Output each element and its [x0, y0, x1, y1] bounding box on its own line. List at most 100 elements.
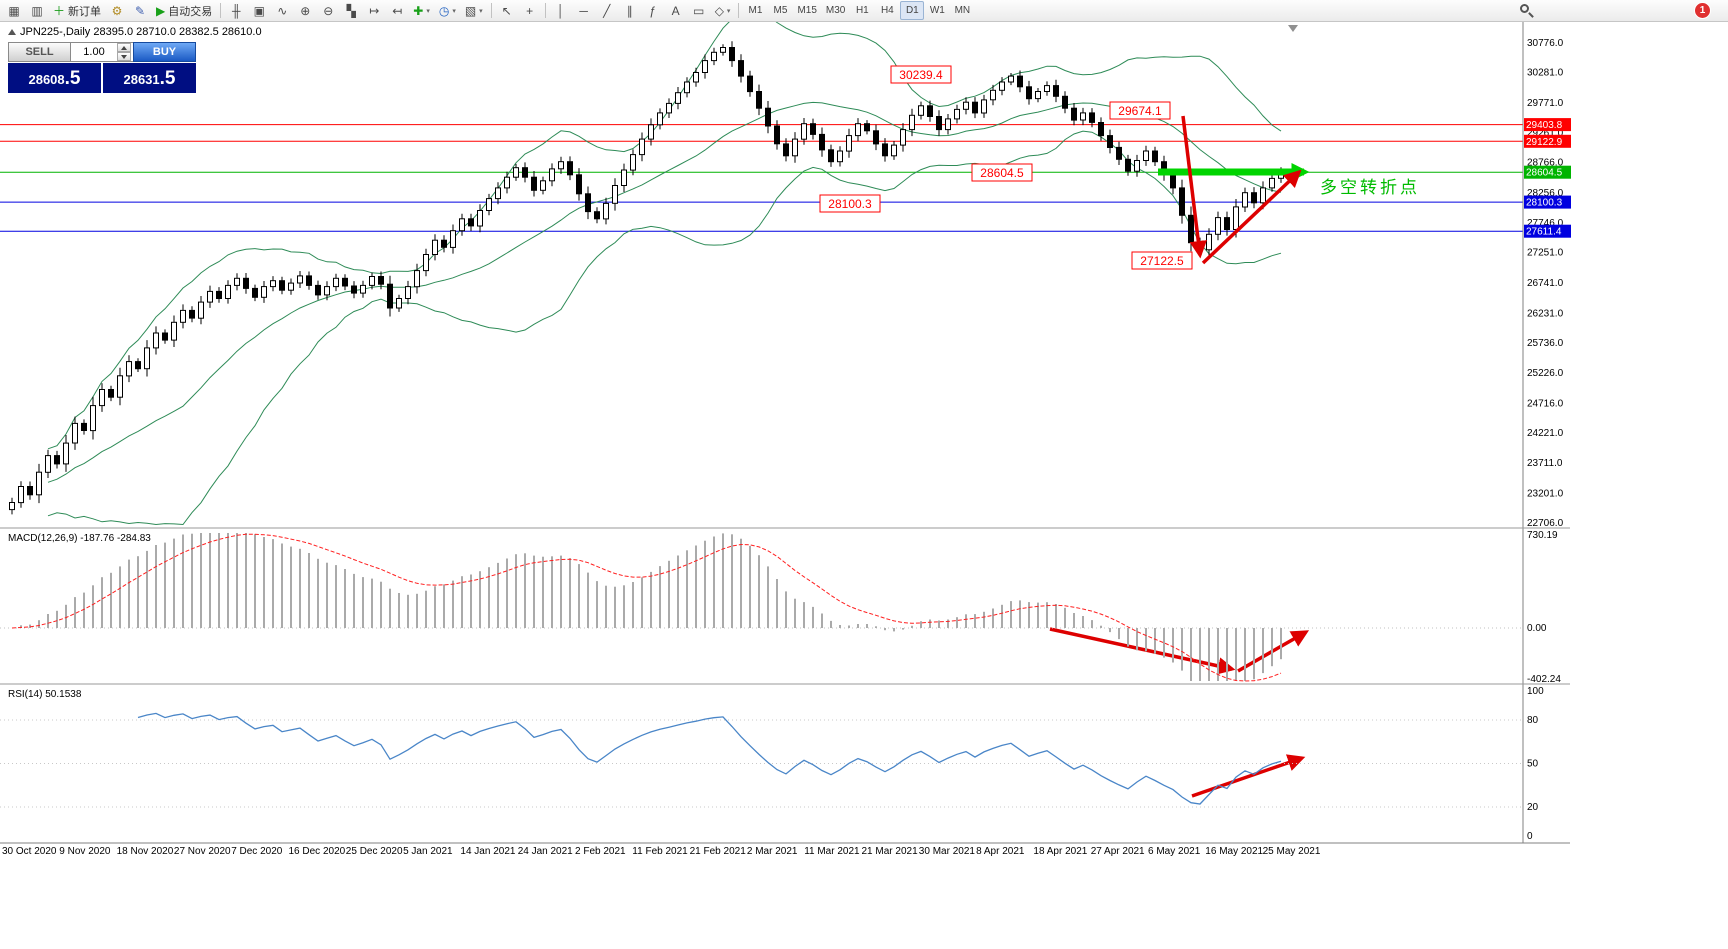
svg-text:27251.0: 27251.0	[1527, 248, 1564, 259]
volume-spin-buttons	[117, 43, 131, 61]
volume-down-button[interactable]	[117, 52, 131, 61]
toolbar-separator	[490, 3, 492, 18]
template-icon: ▧	[464, 3, 477, 18]
horizontal-line-icon: ─	[579, 3, 588, 18]
crosshair-icon: +	[526, 3, 534, 18]
svg-text:11 Feb 2021: 11 Feb 2021	[632, 846, 688, 857]
auto-scroll-button[interactable]: ↦	[363, 1, 385, 20]
svg-text:6 May 2021: 6 May 2021	[1148, 846, 1201, 857]
horizontal-line-button[interactable]: ─	[573, 1, 595, 20]
svg-text:30281.0: 30281.0	[1527, 67, 1564, 78]
zoom-in-icon: ⊕	[300, 3, 311, 18]
cursor-button[interactable]: ↖	[496, 1, 518, 20]
svg-text:5 Jan 2021: 5 Jan 2021	[403, 846, 453, 857]
indicators-button[interactable]: ✚ ▾	[409, 1, 434, 20]
svg-text:25 May 2021: 25 May 2021	[1263, 846, 1321, 857]
svg-text:730.19: 730.19	[1527, 530, 1558, 541]
one-click-trading-panel: SELL BUY 28608.5 28631.5	[8, 42, 196, 93]
new-chart-button[interactable]: ▦	[3, 1, 25, 20]
fibonacci-button[interactable]: ƒ	[642, 1, 664, 20]
zoom-in-button[interactable]: ⊕	[294, 1, 316, 20]
svg-text:25 Dec 2020: 25 Dec 2020	[346, 846, 403, 857]
chart-shift-button[interactable]: ↤	[386, 1, 408, 20]
new-order-button-label: 新订单	[68, 5, 102, 18]
timeframe-m1-button[interactable]: M1	[743, 1, 767, 20]
timeframe-mn-button[interactable]: MN	[950, 1, 974, 20]
svg-text:24 Jan 2021: 24 Jan 2021	[518, 846, 573, 857]
new-order-button[interactable]: ＋新订单	[49, 1, 105, 20]
svg-text:18 Nov 2020: 18 Nov 2020	[117, 846, 174, 857]
profiles-button[interactable]: ▥	[26, 1, 48, 20]
dropdown-caret-icon: ▾	[452, 7, 456, 15]
svg-text:23201.0: 23201.0	[1527, 489, 1564, 500]
bar-chart-button[interactable]: ╫	[225, 1, 247, 20]
trendline-icon: ╱	[603, 3, 611, 18]
buy-button[interactable]: BUY	[133, 42, 196, 62]
indicators-plus-icon: ✚	[413, 3, 424, 18]
volume-up-button[interactable]	[117, 43, 131, 52]
svg-text:11 Mar 2021: 11 Mar 2021	[804, 846, 860, 857]
channel-icon: ∥	[626, 3, 633, 18]
tile-windows-button[interactable]: ▚	[340, 1, 362, 20]
templates-button[interactable]: ▧ ▾	[461, 1, 487, 20]
svg-text:28100.3: 28100.3	[1526, 198, 1563, 209]
auto-trading-button[interactable]: ▶ 自动交易	[152, 1, 216, 20]
candlestick-chart-button[interactable]: ▣	[248, 1, 270, 20]
timeframe-d1-button[interactable]: D1	[900, 1, 925, 20]
label-button[interactable]: ▭	[688, 1, 710, 20]
periods-button[interactable]: ◷ ▾	[435, 1, 460, 20]
svg-text:80: 80	[1527, 715, 1539, 726]
svg-text:29122.9: 29122.9	[1526, 137, 1563, 148]
channel-button[interactable]: ∥	[619, 1, 641, 20]
timeframe-m5-button[interactable]: M5	[768, 1, 792, 20]
svg-text:24221.0: 24221.0	[1527, 428, 1564, 439]
svg-text:9 Nov 2020: 9 Nov 2020	[59, 846, 111, 857]
expert-advisors-button[interactable]: ⚙	[106, 1, 128, 20]
svg-text:0.00: 0.00	[1527, 623, 1547, 634]
svg-text:27 Nov 2020: 27 Nov 2020	[174, 846, 231, 857]
svg-text:29674.1: 29674.1	[1118, 104, 1162, 118]
svg-text:16 May 2021: 16 May 2021	[1205, 846, 1263, 857]
timeframe-h4-button[interactable]: H4	[875, 1, 899, 20]
svg-text:27611.4: 27611.4	[1526, 227, 1562, 238]
scripts-button[interactable]: ✎	[129, 1, 151, 20]
label-icon: ▭	[693, 3, 705, 18]
svg-text:28604.5: 28604.5	[1526, 168, 1563, 179]
timeframe-h1-button[interactable]: H1	[850, 1, 874, 20]
ohlc-bars-icon: ╫	[231, 3, 241, 18]
dropdown-caret-icon: ▾	[479, 7, 483, 15]
vertical-line-button[interactable]: │	[550, 1, 572, 20]
sell-price[interactable]: 28608.5	[8, 63, 101, 93]
toolbar-separator	[738, 3, 740, 18]
zoom-out-button[interactable]: ⊖	[317, 1, 339, 20]
line-chart-button[interactable]: ∿	[271, 1, 293, 20]
timeframe-m30-button[interactable]: M30	[822, 1, 849, 20]
svg-text:30776.0: 30776.0	[1527, 38, 1564, 49]
svg-text:21 Feb 2021: 21 Feb 2021	[690, 846, 747, 857]
sell-price-main: 28608	[28, 72, 65, 87]
sell-price-fraction: .5	[64, 68, 81, 89]
text-icon: A	[671, 3, 680, 18]
svg-text:RSI(14) 50.1538: RSI(14) 50.1538	[8, 689, 82, 700]
svg-text:MACD(12,26,9) -187.76 -284.83: MACD(12,26,9) -187.76 -284.83	[8, 533, 151, 544]
search-icon[interactable]	[1520, 4, 1538, 19]
trendline-button[interactable]: ╱	[596, 1, 618, 20]
crosshair-button[interactable]: +	[519, 1, 541, 20]
timeframe-m15-button[interactable]: M15	[793, 1, 820, 20]
svg-text:28604.5: 28604.5	[980, 166, 1024, 180]
text-button[interactable]: A	[665, 1, 687, 20]
toolbar-separator	[220, 3, 222, 18]
svg-text:7 Dec 2020: 7 Dec 2020	[231, 846, 283, 857]
notification-badge[interactable]: 1	[1694, 2, 1711, 19]
svg-text:18 Apr 2021: 18 Apr 2021	[1033, 846, 1087, 857]
volume-input[interactable]	[71, 43, 117, 61]
timeframe-w1-button[interactable]: W1	[925, 1, 949, 20]
svg-text:29403.8: 29403.8	[1526, 120, 1563, 131]
buy-price[interactable]: 28631.5	[103, 63, 196, 93]
shapes-button[interactable]: ◇ ▾	[711, 1, 735, 20]
svg-text:23711.0: 23711.0	[1527, 458, 1563, 469]
sell-button[interactable]: SELL	[8, 42, 71, 62]
svg-text:25226.0: 25226.0	[1527, 368, 1564, 379]
